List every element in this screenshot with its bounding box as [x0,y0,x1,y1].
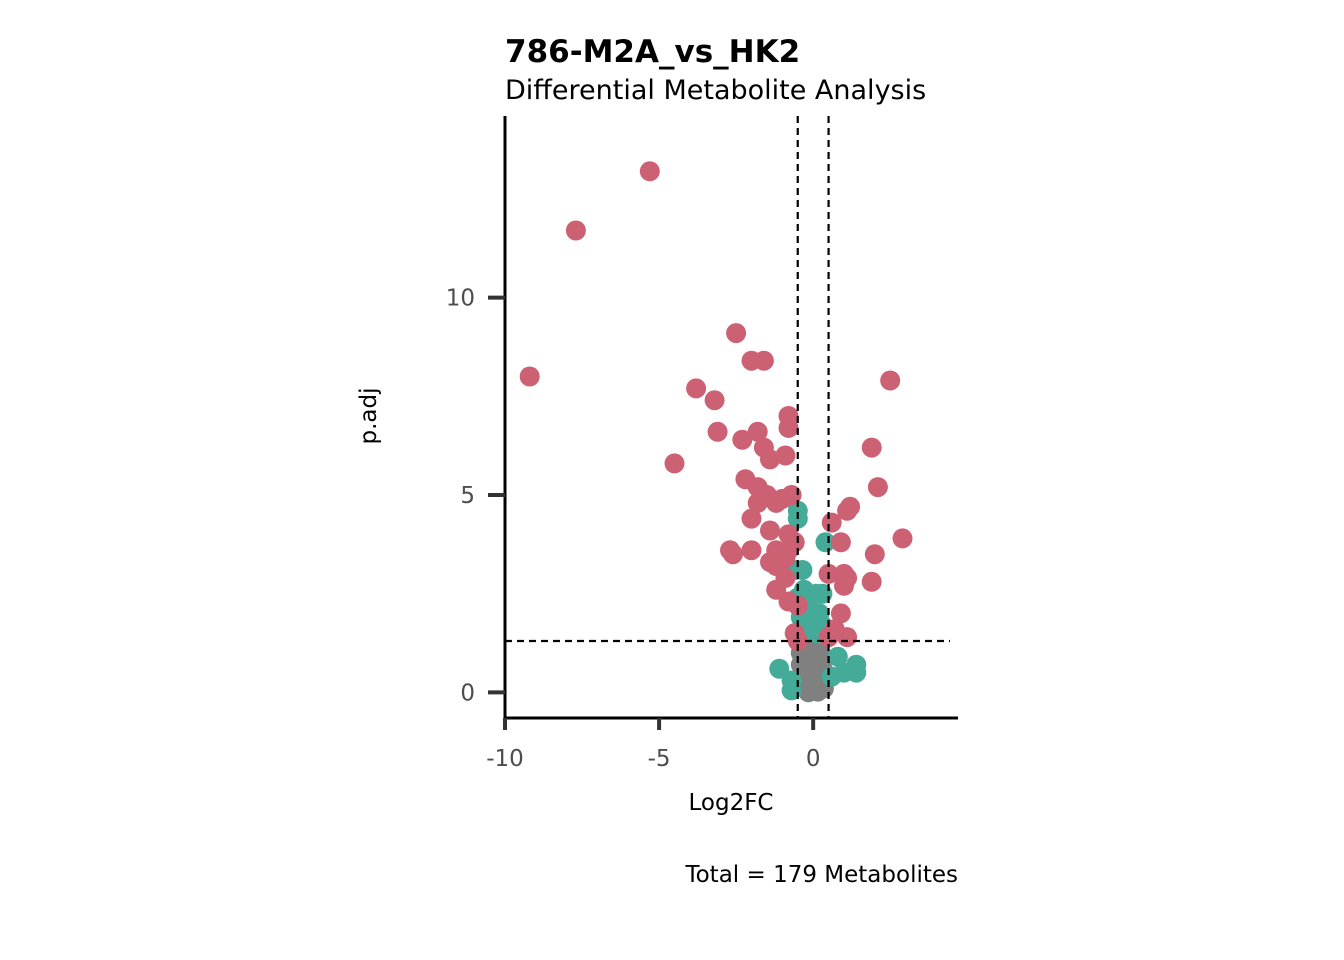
data-point-significant [723,544,743,565]
data-point-significant [639,161,660,182]
data-point-significant [830,603,851,624]
data-point-not-significant [790,654,811,675]
data-point-significant [787,595,808,616]
y-tick-label: 0 [460,680,475,706]
data-point-significant [565,220,586,241]
data-point-significant [861,571,882,592]
data-point-significant [830,532,851,553]
data-point-intermediate [812,583,833,604]
y-tick-label: 10 [446,286,475,312]
x-axis-title: Log2FC [688,790,773,816]
data-point-significant [778,406,799,426]
x-tick-label: -5 [648,746,671,772]
data-point-significant [726,323,747,344]
data-point-significant [760,449,780,470]
data-point-significant [707,421,728,442]
data-point-intermediate [815,532,836,553]
data-point-significant [753,350,774,371]
data-point-intermediate [846,662,867,683]
data-point-significant [760,520,780,541]
data-point-significant [741,508,762,529]
data-point-intermediate [781,680,802,701]
data-point-significant [704,390,725,411]
data-point-significant [861,437,882,458]
data-points [519,161,913,703]
data-point-significant [837,500,858,521]
y-axis-title: p.adj [356,388,382,445]
data-point-significant [747,421,768,442]
data-point-significant [741,540,762,561]
reference-lines [505,116,950,718]
data-point-significant [864,544,885,565]
x-tick-label: -10 [486,746,524,772]
data-point-significant [867,477,888,498]
chart-caption: Total = 179 Metabolites [684,862,958,888]
data-point-intermediate [821,666,842,687]
data-point-significant [821,512,842,533]
x-tick-label: 0 [806,746,821,772]
data-point-significant [747,492,768,513]
chart-subtitle: Differential Metabolite Analysis [505,75,926,106]
data-point-significant [834,575,854,596]
axis-ticks: -10 -5 0 0 5 10 [446,286,821,772]
data-point-significant [664,453,685,474]
data-point-intermediate [792,560,813,580]
data-point-significant [519,366,540,387]
data-point-significant [880,370,901,391]
data-point-significant [781,485,802,505]
data-point-intermediate [827,646,848,667]
data-point-significant [732,429,753,450]
y-tick-label: 5 [460,483,475,509]
data-point-significant [892,528,913,549]
data-point-significant [775,445,796,466]
chart-title: 786-M2A_vs_HK2 [505,34,800,70]
data-point-significant [686,378,707,399]
